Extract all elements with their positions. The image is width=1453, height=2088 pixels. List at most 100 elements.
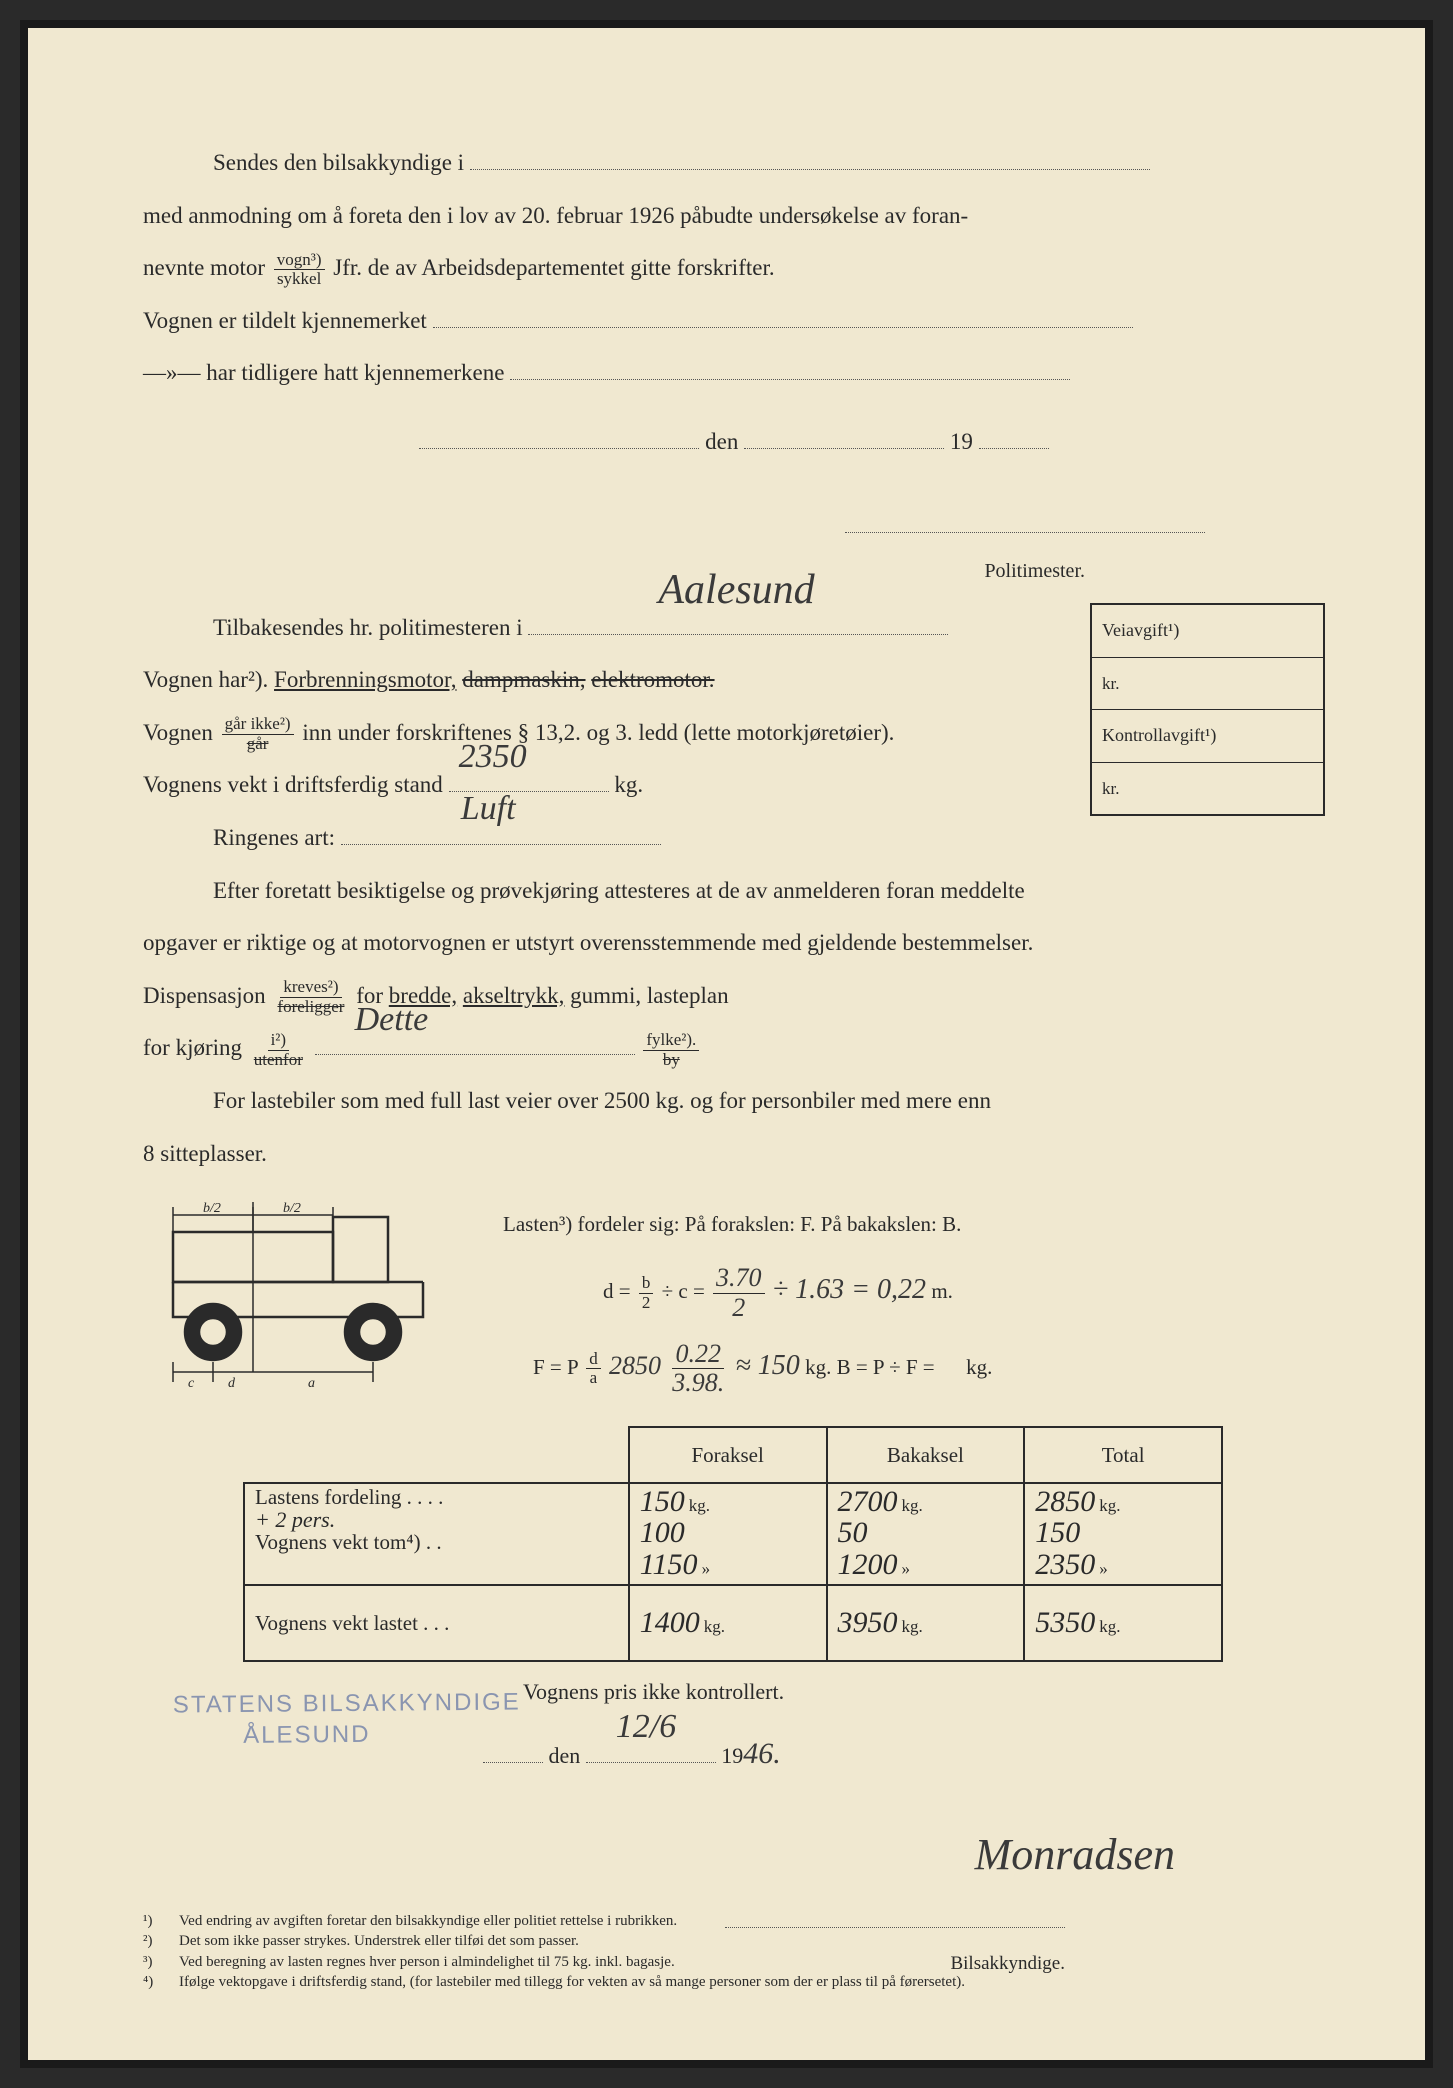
col-bakaksel: Bakaksel (827, 1427, 1025, 1483)
row-lastet: Vognens vekt lastet . . . 1400kg. 3950kg… (244, 1585, 1222, 1661)
fee-box: Veiavgift¹) kr. Kontrollavgift¹) kr. (1090, 603, 1325, 816)
frac-b-2: b 2 (639, 1274, 654, 1312)
hw-extra: + 2 pers. (255, 1508, 335, 1531)
svg-text:b/2: b/2 (203, 1201, 221, 1216)
label-politimester: Politimester. (984, 560, 1085, 582)
text-19: 19 (950, 429, 973, 454)
lasten-line: Lasten³) fordeler sig: På forakslen: F. … (503, 1201, 1325, 1247)
stamp: STATENS BILSAKKYNDIGE ÅLESUND (173, 1686, 521, 1751)
text-forbrenning: Forbrenningsmotor, (274, 667, 456, 692)
line-efter2: opgaver er riktige og at motorvognen er … (143, 918, 1325, 969)
blank-field (470, 145, 1150, 170)
footnote-1: ¹)Ved endring av avgiften foretar den bi… (143, 1911, 1315, 1931)
footnote-4: ⁴)Ifølge vektopgave i driftsferdig stand… (143, 1972, 1315, 1992)
row-lastens: Lastens fordeling . . . . + 2 pers. Vogn… (244, 1483, 1222, 1586)
d-formula: d = b 2 ÷ c = 3.70 2 ÷ 1.63 = 0,22 m. (503, 1259, 1325, 1322)
line-dispensasjon: Dispensasjon kreves²) foreligger for bre… (143, 971, 1325, 1022)
line-tidligere: —»— har tidligere hatt kjennemerkene (143, 348, 1325, 399)
footnote-2: ²)Det som ikke passer strykes. Understre… (143, 1931, 1315, 1951)
col-total: Total (1024, 1427, 1222, 1483)
hw-aalesund: Aalesund (588, 544, 814, 636)
line-lastebil2: 8 sitteplasser. (143, 1129, 1325, 1180)
hw-luft: Luft (391, 772, 516, 847)
frac-d-a: d a (586, 1350, 601, 1388)
final-signature: Monradsen (143, 1807, 1175, 1904)
field-region: Dette (315, 1030, 635, 1055)
field-date: 12/6 (586, 1739, 716, 1763)
label2: Vognens vekt tom⁴) . . (255, 1530, 442, 1554)
line-nevnte: nevnte motor vogn³) sykkel Jfr. de av Ar… (143, 243, 1325, 294)
kontrollavgift-kr: kr. (1092, 763, 1323, 815)
fraction-vogn-sykkel: vogn³) sykkel (274, 251, 325, 289)
text: Ringenes art: (213, 825, 335, 850)
blank-day (744, 424, 944, 449)
text: inn under forskriftenes § 13,2. og 3. le… (302, 720, 894, 745)
f-formula: F = P d a 2850 0.22 3.98. ≈ 150 kg. B = … (503, 1335, 1325, 1398)
footnote-3: ³)Ved beregning av lasten regnes hver pe… (143, 1952, 1315, 1972)
formulas: Lasten³) fordeler sig: På forakslen: F. … (503, 1197, 1325, 1416)
bottom-date: den 12/6 1946. (483, 1721, 1325, 1787)
text-dampmaskin: dampmaskin, (462, 667, 585, 692)
col-foraksel: Foraksel (629, 1427, 827, 1483)
veiavgift-label: Veiavgift¹) (1092, 605, 1323, 658)
line-lastebil1: For lastebiler som med full last veier o… (143, 1076, 1325, 1127)
text: Tilbakesendes hr. politimesteren i (213, 615, 523, 640)
fraction-kreves: kreves²) foreligger (274, 978, 347, 1016)
weight-table: Foraksel Bakaksel Total Lastens fordelin… (243, 1426, 1223, 1663)
content-area: Sendes den bilsakkyndige i med anmodning… (143, 138, 1325, 1985)
hw-2850: 2850 (609, 1337, 661, 1394)
text: Vognen (143, 720, 213, 745)
svg-text:b/2: b/2 (283, 1201, 301, 1216)
line-ringenes: Ringenes art: Luft (143, 813, 1325, 864)
svg-text:a: a (308, 1376, 315, 1391)
frac-hw-370: 3.70 2 (713, 1264, 765, 1322)
line-kjoring: for kjøring i²) utenfor Dette fylke²). b… (143, 1023, 1325, 1074)
text-elektromotor: elektromotor. (591, 667, 714, 692)
fraction-fylke-by: fylke²). by (643, 1031, 699, 1069)
stamp-line2: ÅLESUND (243, 1718, 521, 1752)
blank-year (979, 424, 1049, 449)
blank-field (433, 302, 1133, 327)
label: Vognens vekt lastet . . . (244, 1585, 629, 1661)
hw-d-result: ÷ 1.63 = 0,22 (773, 1259, 926, 1321)
veiavgift-kr: kr. (1092, 658, 1323, 711)
stamp-line1: STATENS BILSAKKYNDIGE (173, 1686, 521, 1720)
date-line: den 19 (143, 417, 1325, 468)
line-kjennemerket: Vognen er tildelt kjennemerket (143, 296, 1325, 347)
label: Lastens fordeling . . . . (255, 1485, 443, 1509)
document-page: Sendes den bilsakkyndige i med anmodning… (20, 20, 1433, 2068)
text-den: den (549, 1743, 581, 1768)
line-efter1: Efter foretatt besiktigelse og prøvekjør… (143, 866, 1325, 917)
line-sendes: Sendes den bilsakkyndige i (143, 138, 1325, 189)
text: Jfr. de av Arbeidsdepartementet gitte fo… (333, 255, 774, 280)
hw-f-result: ≈ 150 (735, 1335, 799, 1397)
text: Sendes den bilsakkyndige i (213, 150, 464, 175)
footnotes: ¹)Ved endring av avgiften foretar den bi… (143, 1911, 1315, 1992)
hw-signature: Monradsen (975, 1807, 1175, 1904)
text-den: den (705, 429, 738, 454)
kontrollavgift-label: Kontrollavgift¹) (1092, 710, 1323, 763)
svg-text:c: c (188, 1376, 195, 1391)
hw-dette: Dette (355, 983, 429, 1058)
table-header: Foraksel Bakaksel Total (244, 1427, 1222, 1483)
text: nevnte motor (143, 255, 265, 280)
text: Vognen har²). (143, 667, 268, 692)
field-tyre: Luft (341, 820, 661, 845)
text-rest: gummi, lasteplan (570, 983, 728, 1008)
text-kg: kg. (614, 772, 643, 797)
field-location: Aalesund (528, 609, 948, 634)
text: Vognen er tildelt kjennemerket (143, 308, 427, 333)
hw-date: 12/6 (616, 1690, 676, 1765)
fraction-i-utenfor: i²) utenfor (251, 1031, 306, 1069)
blank-place (419, 424, 699, 449)
frac-hw-022: 0.22 3.98. (669, 1340, 727, 1398)
text: for kjøring (143, 1035, 242, 1060)
truck-formula-section: b/2 b/2 c d a Lasten³) fordeler sig: På … (143, 1197, 1325, 1416)
text: Dispensasjon (143, 983, 266, 1008)
line-anmodning: med anmodning om å foreta den i lov av 2… (143, 191, 1325, 242)
svg-text:d: d (228, 1376, 236, 1391)
signature-line (845, 493, 1205, 533)
hw-year: 46. (743, 1721, 781, 1787)
blank-field (510, 355, 1070, 380)
text-19: 19 (721, 1743, 743, 1768)
